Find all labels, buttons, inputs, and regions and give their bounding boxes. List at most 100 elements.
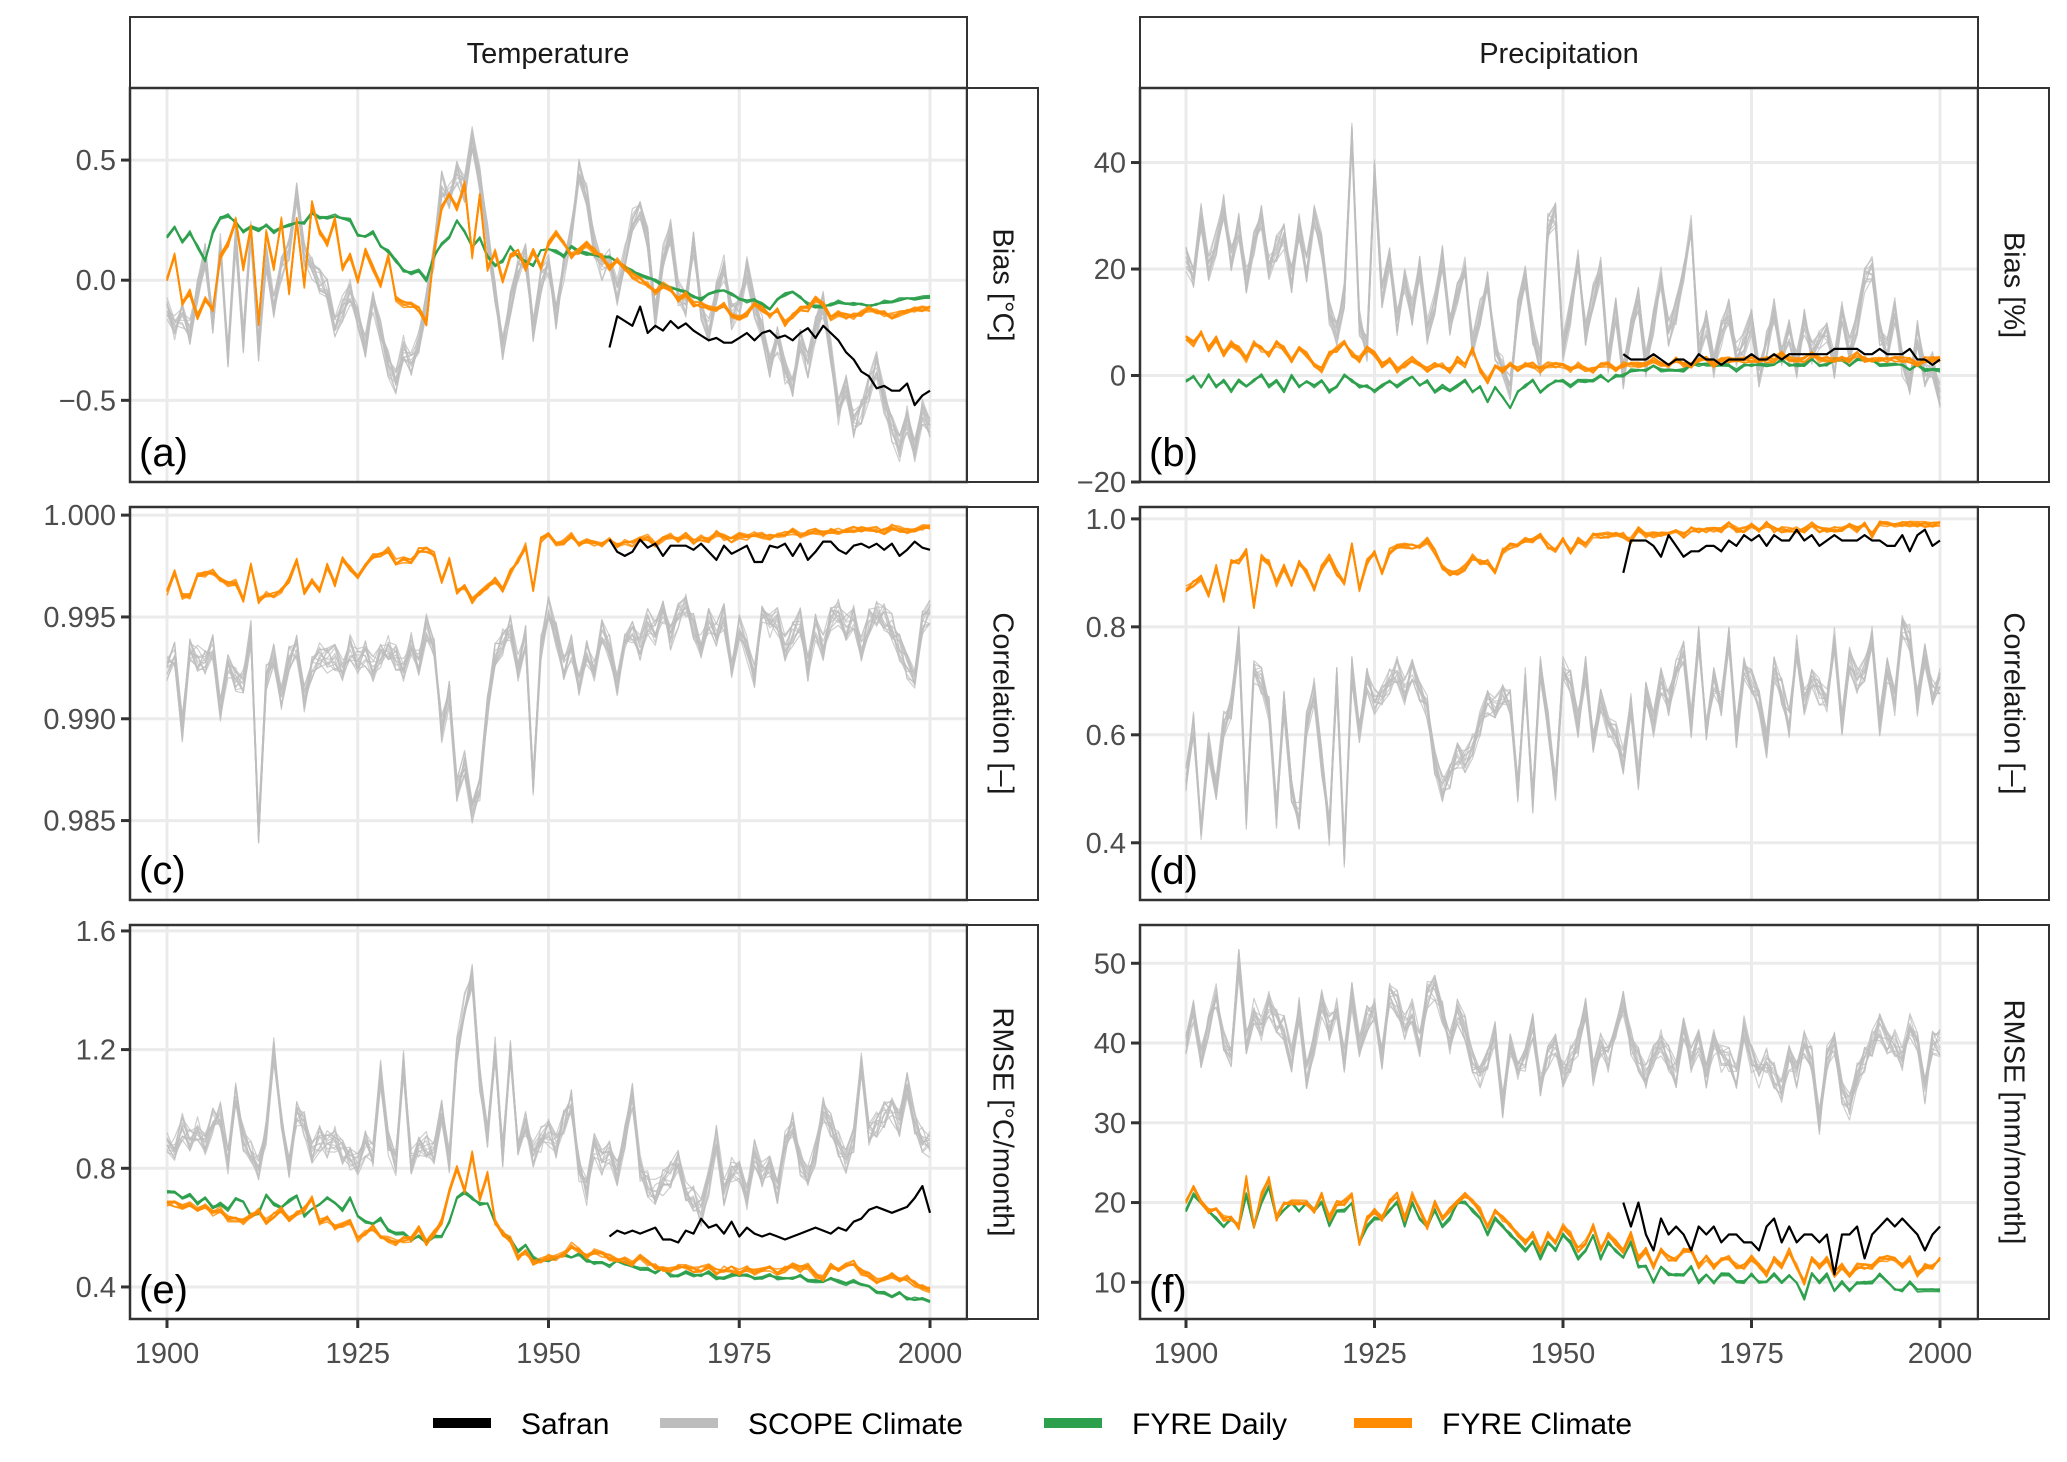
series-fyre-climate <box>1185 520 1941 610</box>
y-tick-label: 0.0 <box>76 265 116 297</box>
row-strip-box <box>1977 924 2050 1320</box>
series-line <box>1185 954 1941 1132</box>
row-strip-label: Correlation [–] <box>987 612 1019 794</box>
y-tick-label: 20 <box>1094 1188 1126 1220</box>
row-strip-label: RMSE [mm/month] <box>1998 1000 2030 1245</box>
row-strip: Bias [%] <box>1977 87 2050 483</box>
row-strip-box <box>966 924 1039 1320</box>
panel-tag: (e) <box>139 1268 188 1312</box>
x-tick-label: 1900 <box>1154 1338 1219 1370</box>
series-line <box>608 538 931 564</box>
panel-b: 40 20 0 −20 (b) Bias [%] <box>1077 86 2050 499</box>
y-tick-label: 0.990 <box>43 704 116 736</box>
series-line <box>1185 1178 1941 1282</box>
panel-tag: (c) <box>139 849 186 893</box>
panel-d: 1.0 0.8 0.6 0.4 (d) Correlation [–] <box>1086 504 2050 902</box>
gridlines <box>1140 925 1978 1319</box>
series-line <box>166 523 930 601</box>
x-tick-label: 2000 <box>1908 1338 1973 1370</box>
y-axis: 1.6 1.2 0.8 0.4 <box>76 916 130 1304</box>
series-line <box>608 305 931 407</box>
x-axis: 1900 1925 1950 1975 2000 <box>1154 1319 1973 1370</box>
panel-c: 1.000 0.995 0.990 0.985 (c) Correlation [–] <box>43 500 1039 902</box>
panel-tag: (b) <box>1149 431 1198 475</box>
series-line <box>166 1151 931 1290</box>
x-tick-label: 2000 <box>898 1338 963 1370</box>
series-line <box>608 1184 932 1244</box>
series-line <box>1622 1201 1941 1276</box>
y-axis: 1.000 0.995 0.990 0.985 <box>43 500 130 838</box>
panel-e: 1.6 1.2 0.8 0.4 (e) RMSE [°C/month] <box>76 916 1039 1321</box>
plot-area <box>1185 122 1941 410</box>
gridlines <box>130 88 967 482</box>
series-line <box>1622 347 1941 366</box>
series-scope-climate <box>1185 614 1941 868</box>
x-tick-label: 1900 <box>135 1338 200 1370</box>
legend-label-fyre-climate: FYRE Climate <box>1442 1408 1632 1441</box>
series-scope-climate <box>166 593 931 844</box>
y-tick-label: 1.6 <box>76 916 116 948</box>
panels: 0.5 0.0 −0.5 (a) Bias [°C] 40 20 0 −20 (b) Bias [%… <box>43 86 2050 1321</box>
column-strip-label: Temperature <box>467 38 630 70</box>
plot-area <box>1185 948 1941 1301</box>
legend: Safran SCOPE Climate FYRE Daily FYRE Cli… <box>433 1408 1632 1441</box>
y-tick-label: 0.5 <box>76 145 116 177</box>
series-scope-climate <box>166 963 931 1228</box>
y-tick-label: 0 <box>1110 361 1126 393</box>
row-strip-label: RMSE [°C/month] <box>987 1007 1019 1236</box>
y-tick-label: 1.000 <box>43 500 116 532</box>
y-tick-label: 1.2 <box>76 1035 116 1067</box>
series-line <box>166 131 931 441</box>
y-axis: 1.0 0.8 0.6 0.4 <box>1086 504 1140 860</box>
x-tick-label: 1925 <box>325 1338 390 1370</box>
x-axes: 1900 1925 1950 1975 2000 1900 1925 1950 1975 2000 <box>135 1319 1973 1370</box>
x-tick-label: 1975 <box>707 1338 772 1370</box>
row-strip-box <box>1977 506 2050 901</box>
y-tick-label: 20 <box>1094 254 1126 286</box>
gridlines <box>130 925 967 1319</box>
y-tick-label: −20 <box>1077 467 1126 499</box>
y-axis: 0.5 0.0 −0.5 <box>59 145 130 417</box>
series-safran <box>1622 528 1941 574</box>
series-safran <box>1622 347 1941 366</box>
legend-swatch-fyre-daily <box>1044 1418 1102 1428</box>
row-strip: Bias [°C] <box>966 87 1039 483</box>
row-strip-label: Correlation [–] <box>1998 612 2030 794</box>
series-line <box>166 210 931 310</box>
legend-swatch-scope-climate <box>660 1418 718 1428</box>
legend-swatch-fyre-climate <box>1354 1418 1412 1428</box>
y-axis: 50 40 30 20 10 <box>1094 948 1140 1299</box>
y-tick-label: 10 <box>1094 1267 1126 1299</box>
series-fyre-climate <box>166 180 931 328</box>
y-tick-label: 1.0 <box>1086 504 1126 536</box>
row-strip: RMSE [°C/month] <box>966 924 1039 1320</box>
panel-f: 50 40 30 20 10 (f) RMSE [mm/month] <box>1094 923 2050 1321</box>
y-tick-label: −0.5 <box>59 385 116 417</box>
series-fyre-climate <box>166 1150 931 1294</box>
series-fyre-climate <box>1185 1174 1941 1286</box>
series-line <box>166 601 931 843</box>
x-tick-label: 1950 <box>1531 1338 1596 1370</box>
x-axis: 1900 1925 1950 1975 2000 <box>135 1319 963 1370</box>
y-tick-label: 40 <box>1094 1028 1126 1060</box>
series-line <box>1185 357 1941 410</box>
row-strip-box <box>966 87 1039 483</box>
y-tick-label: 50 <box>1094 948 1126 980</box>
legend-label-safran: Safran <box>521 1408 609 1441</box>
y-tick-label: 0.995 <box>43 602 116 634</box>
series-scope-climate <box>166 126 931 463</box>
row-strip: Correlation [–] <box>966 506 1039 901</box>
plot-area <box>166 126 931 463</box>
series-fyre-climate <box>166 523 931 605</box>
series-line <box>1185 634 1941 865</box>
y-axis: 40 20 0 −20 <box>1077 148 1140 499</box>
x-tick-label: 1925 <box>1342 1338 1407 1370</box>
legend-label-scope-climate: SCOPE Climate <box>748 1408 963 1441</box>
plot-area <box>166 523 931 844</box>
y-tick-label: 0.4 <box>1086 828 1126 860</box>
series-line <box>1622 528 1941 574</box>
series-line <box>166 981 931 1213</box>
column-strip-precipitation: Precipitation <box>1139 16 1979 89</box>
row-strip-label: Bias [%] <box>1998 232 2030 338</box>
